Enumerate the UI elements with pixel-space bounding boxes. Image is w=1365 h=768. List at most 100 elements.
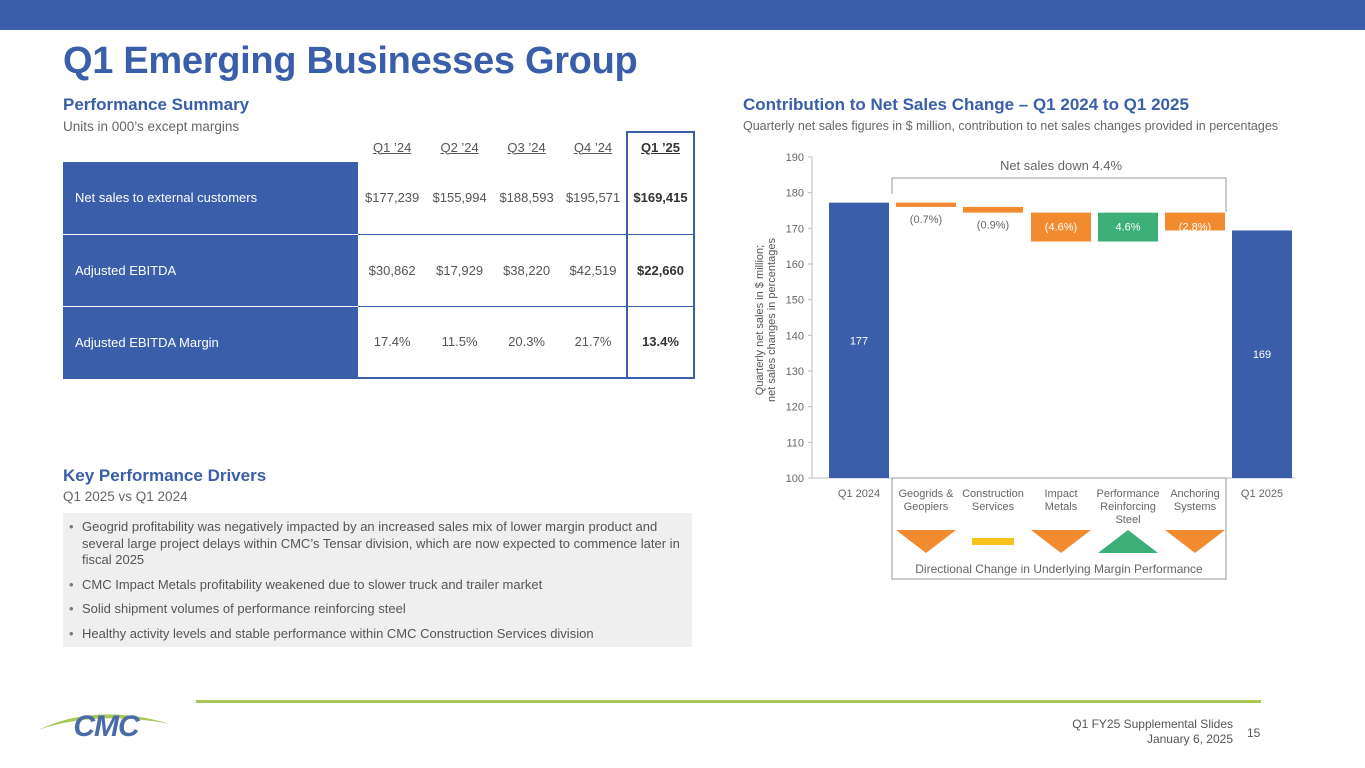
drivers-list: Geogrid profitability was negatively imp…: [69, 519, 682, 643]
contribution-subtitle: Quarterly net sales figures in $ million…: [743, 119, 1279, 133]
bar-delta: [963, 206, 1023, 213]
contribution-title: Contribution to Net Sales Change – Q1 20…: [743, 95, 1189, 114]
list-item: Geogrid profitability was negatively imp…: [69, 519, 682, 569]
footer-divider: [196, 700, 1261, 703]
y-tick-label: 100: [786, 473, 804, 485]
x-tick-label: Performance: [1097, 488, 1160, 500]
logo-text: CMC: [73, 710, 141, 743]
list-item: CMC Impact Metals profitability weakened…: [69, 577, 682, 594]
table-cell: $38,220: [493, 234, 561, 307]
footer-deck-title: Q1 FY25 Supplemental Slides: [1072, 717, 1233, 731]
cmc-logo: CMC: [38, 710, 170, 743]
table-cell: $155,994: [426, 162, 494, 235]
drivers-title: Key Performance Drivers: [63, 466, 267, 485]
direction-up-icon: [1098, 530, 1158, 553]
bar-delta-label: (0.9%): [977, 220, 1009, 232]
y-tick-label: 110: [786, 437, 804, 449]
direction-down-icon: [1031, 530, 1091, 553]
table-cell-highlight: $169,415: [626, 162, 695, 235]
bar-total: [1232, 230, 1292, 478]
bar-delta-label: (0.7%): [910, 214, 942, 226]
y-axis-title-line: Quarterly net sales in $ million;: [754, 245, 766, 395]
footer-text: Q1 FY25 Supplemental Slides January 6, 2…: [1072, 717, 1233, 747]
table-row: Net sales to external customers $177,239…: [63, 162, 695, 235]
table-cell: $188,593: [493, 162, 561, 235]
table-cell: $17,929: [426, 234, 494, 307]
list-item: Healthy activity levels and stable perfo…: [69, 626, 682, 643]
table-cell: 20.3%: [493, 306, 561, 379]
direction-flat-icon: [972, 538, 1014, 545]
x-tick-label: Anchoring: [1170, 488, 1220, 500]
performance-summary-title: Performance Summary: [63, 95, 250, 114]
x-tick-label: Geogrids &: [898, 488, 954, 500]
waterfall-chart: Quarterly net sales in $ million;net sal…: [754, 152, 1295, 580]
table-cell: 11.5%: [426, 306, 494, 379]
page-title: Q1 Emerging Businesses Group: [63, 40, 638, 82]
logo-swoosh: [38, 714, 170, 730]
x-tick-label: Steel: [1115, 514, 1140, 526]
y-tick-label: 120: [786, 402, 804, 414]
x-tick-label: Q1 2024: [838, 488, 880, 500]
table-header-q1-24: Q1 ’24: [373, 139, 412, 155]
table-cell: $195,571: [560, 162, 627, 235]
y-axis-title: Quarterly net sales in $ million;net sal…: [754, 238, 778, 402]
x-tick-label: Services: [972, 501, 1015, 513]
x-tick-label: Impact: [1044, 488, 1077, 500]
direction-legend-box: [891, 477, 1227, 580]
performance-summary-subtitle: Units in 000’s except margins: [63, 119, 240, 134]
table-cell-highlight: 13.4%: [626, 306, 695, 379]
bar-delta-label: (4.6%): [1045, 222, 1077, 234]
bar-delta: [896, 202, 956, 207]
bar-total-label: 169: [1253, 349, 1271, 361]
x-tick-label: Reinforcing: [1100, 501, 1156, 513]
y-axis-title-line: net sales changes in percentages: [766, 238, 778, 402]
top-banner: [0, 0, 1365, 30]
y-tick-label: 130: [786, 366, 804, 378]
bar-total-label: 177: [850, 335, 868, 347]
table-row: Adjusted EBITDA Margin 17.4% 11.5% 20.3%…: [63, 306, 695, 379]
x-tick-label: Systems: [1174, 501, 1217, 513]
bar-delta-label: 4.6%: [1115, 222, 1140, 234]
x-tick-label: Metals: [1045, 501, 1078, 513]
annotation-label: Net sales down 4.4%: [1000, 158, 1123, 173]
table-cell: $30,862: [358, 234, 427, 307]
table-header-row: Q1 ’24 Q2 ’24 Q3 ’24 Q4 ’24 Q1 ’25: [63, 131, 695, 162]
table-cell: 17.4%: [358, 306, 427, 379]
performance-table: Q1 ’24 Q2 ’24 Q3 ’24 Q4 ’24 Q1 ’25 Net s…: [63, 131, 695, 379]
annotation-bracket: [891, 177, 1227, 212]
table-header-q3-24: Q3 ’24: [507, 139, 546, 155]
table-header-q4-24: Q4 ’24: [573, 139, 613, 155]
list-item: Solid shipment volumes of performance re…: [69, 601, 682, 618]
x-tick-label: Construction: [962, 488, 1024, 500]
bar-delta: [1165, 212, 1225, 231]
table-cell: 21.7%: [560, 306, 627, 379]
y-tick-label: 190: [786, 152, 804, 164]
table-cell: $177,239: [358, 162, 427, 235]
y-tick-label: 140: [786, 330, 804, 342]
direction-down-icon: [1165, 530, 1225, 553]
table-header-q1-25: Q1 ’25: [626, 131, 695, 162]
footer-date: January 6, 2025: [1146, 732, 1233, 746]
y-tick-label: 150: [786, 295, 804, 307]
table-cell: $42,519: [560, 234, 627, 307]
x-tick-label: Geopiers: [904, 501, 949, 513]
y-tick-label: 160: [786, 259, 804, 271]
drivers-subtitle: Q1 2025 vs Q1 2024: [63, 489, 188, 504]
row-label-net-sales: Net sales to external customers: [63, 162, 359, 235]
direction-legend-caption: Directional Change in Underlying Margin …: [915, 562, 1203, 576]
table-header-q2-24: Q2 ’24: [440, 139, 479, 155]
table-row: Adjusted EBITDA $30,862 $17,929 $38,220 …: [63, 234, 695, 307]
y-tick-label: 180: [786, 188, 804, 200]
table-header-blank: [63, 132, 358, 162]
table-cell-highlight: $22,660: [626, 234, 695, 307]
bar-delta-label: (2.8%): [1179, 222, 1211, 234]
x-tick-label: Q1 2025: [1241, 488, 1283, 500]
direction-down-icon: [896, 530, 956, 553]
row-label-ebitda-margin: Adjusted EBITDA Margin: [63, 306, 359, 379]
bar-delta: [1031, 212, 1091, 242]
bar-total: [829, 202, 889, 479]
drivers-box: Geogrid profitability was negatively imp…: [63, 513, 692, 647]
bar-delta: [1098, 212, 1158, 242]
row-label-adjusted-ebitda: Adjusted EBITDA: [63, 234, 359, 307]
page-number: 15: [1247, 726, 1261, 740]
